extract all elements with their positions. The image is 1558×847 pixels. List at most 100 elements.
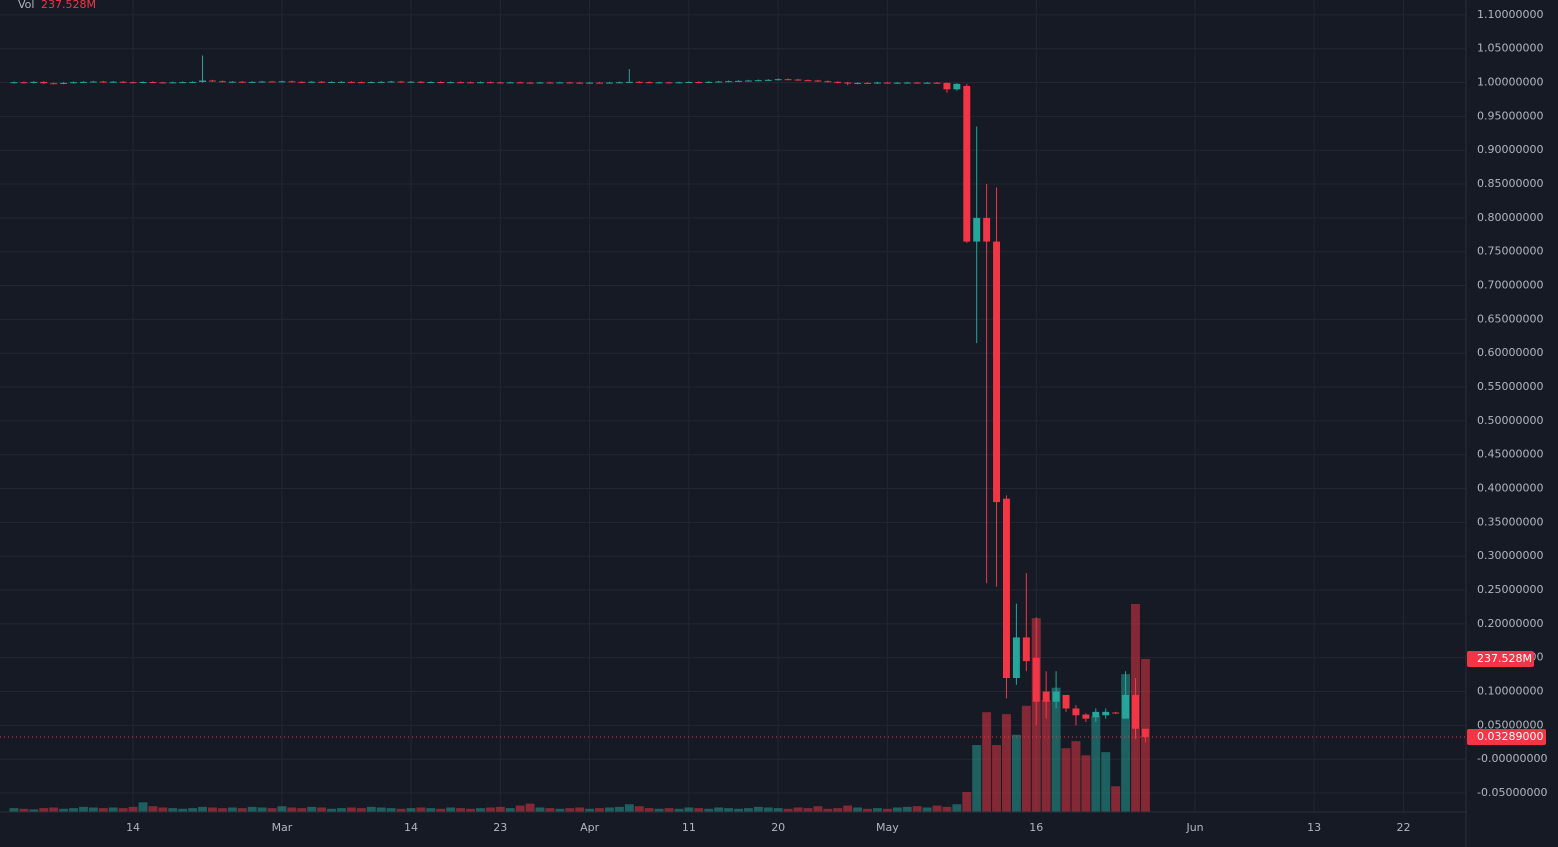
candle-body <box>387 81 395 83</box>
candle-body <box>328 81 336 83</box>
candle-body <box>417 81 425 83</box>
candle-body <box>943 82 951 90</box>
candle-body <box>596 82 604 84</box>
volume-bar <box>337 808 346 812</box>
volume-bar <box>773 808 783 812</box>
candle-body <box>685 82 693 84</box>
candle-body <box>1062 694 1070 709</box>
volume-bar <box>922 807 932 812</box>
volume-bar <box>684 807 694 812</box>
candle-body <box>129 82 137 84</box>
x-tick-label: 23 <box>493 821 507 834</box>
candle-body <box>814 80 822 82</box>
volume-bar <box>654 808 664 812</box>
x-tick-label: Jun <box>1185 821 1203 834</box>
volume-bar <box>297 808 307 812</box>
candle-body <box>1022 637 1030 662</box>
y-tick-label: 1.00000000 <box>1477 76 1543 89</box>
volume-bar <box>575 807 585 812</box>
candle-body <box>774 79 782 81</box>
candle-body <box>586 82 594 84</box>
volume-bar <box>952 804 962 812</box>
volume-bar <box>972 745 982 812</box>
y-tick-label: 0.80000000 <box>1477 211 1543 224</box>
volume-bar <box>426 808 436 812</box>
volume-bar <box>724 808 734 812</box>
y-tick-label: 0.75000000 <box>1477 245 1543 258</box>
y-tick-label: 0.65000000 <box>1477 312 1543 325</box>
volume-bar <box>992 745 1002 812</box>
candle-body <box>893 82 901 84</box>
axes: 1.10000000 1.05000000 1.00000000 0.95000000… <box>126 8 1547 834</box>
volume-bar <box>515 805 525 812</box>
x-tick-label: 22 <box>1396 821 1410 834</box>
y-tick-label: 0.55000000 <box>1477 380 1543 393</box>
y-tick-label: 1.10000000 <box>1477 8 1543 21</box>
candle-body <box>258 81 266 83</box>
candles <box>0 55 1466 743</box>
candle-body <box>764 79 772 81</box>
candle-body <box>447 82 455 84</box>
x-tick-label: Mar <box>272 821 293 834</box>
candle-body <box>338 81 345 83</box>
candle-body <box>903 82 911 84</box>
volume-bar <box>714 807 724 812</box>
volume-bar <box>783 808 793 812</box>
volume-bar <box>1021 705 1031 812</box>
candle-body <box>963 85 971 242</box>
candle-body <box>20 82 28 84</box>
volume-bar <box>198 806 208 812</box>
volume-bar <box>1071 741 1081 812</box>
y-tick-label: 0.95000000 <box>1477 109 1543 122</box>
grid <box>0 0 1466 812</box>
candle-body <box>70 82 77 84</box>
candle-body <box>40 81 48 84</box>
volume-bar <box>863 808 872 812</box>
candle-body <box>744 80 752 82</box>
y-tick-label: 0.45000000 <box>1477 448 1543 461</box>
candle-body <box>407 81 415 83</box>
candle-body <box>1112 712 1120 714</box>
y-tick-label: -0.00000000 <box>1477 752 1547 765</box>
last-price-tag <box>1467 728 1546 745</box>
volume-bar <box>277 806 287 812</box>
candle-body <box>516 82 524 84</box>
volume-bar <box>644 808 654 812</box>
candle-body <box>159 82 167 84</box>
candle-body <box>546 82 554 84</box>
candle-body <box>1012 637 1020 679</box>
volume-bar <box>108 807 118 812</box>
volume-bar <box>545 808 555 812</box>
candle-body <box>179 82 187 84</box>
volume-bar <box>763 807 773 812</box>
volume-bar <box>982 712 992 812</box>
y-tick-label: 0.40000000 <box>1477 482 1543 495</box>
volume-bar <box>595 808 605 812</box>
x-tick-label: 20 <box>771 821 785 834</box>
volume-bar <box>634 806 644 812</box>
volume-bar <box>49 807 59 812</box>
x-tick-label: Apr <box>580 821 600 834</box>
volume-bar <box>446 807 456 812</box>
candle-body <box>705 81 713 83</box>
volume-bar <box>882 808 892 812</box>
candle-body <box>1132 694 1139 729</box>
volume-bar <box>902 806 912 812</box>
y-tick-label: 0.30000000 <box>1477 549 1543 562</box>
x-tick-label: 13 <box>1307 821 1321 834</box>
candle-body <box>89 81 97 83</box>
volume-bar <box>366 806 376 812</box>
volume-bar <box>208 807 217 812</box>
candle-body <box>1052 691 1060 702</box>
candle-body <box>923 82 931 84</box>
volume-bar <box>78 806 88 812</box>
candle-body <box>566 82 574 84</box>
volume-bar <box>1121 674 1131 812</box>
candle-body <box>30 81 38 83</box>
candle-body <box>228 81 236 83</box>
volume-bar <box>585 808 595 812</box>
candle-body <box>218 81 226 83</box>
candle-body <box>357 82 365 84</box>
volume-bar <box>624 804 634 812</box>
volume-bar <box>892 807 902 812</box>
